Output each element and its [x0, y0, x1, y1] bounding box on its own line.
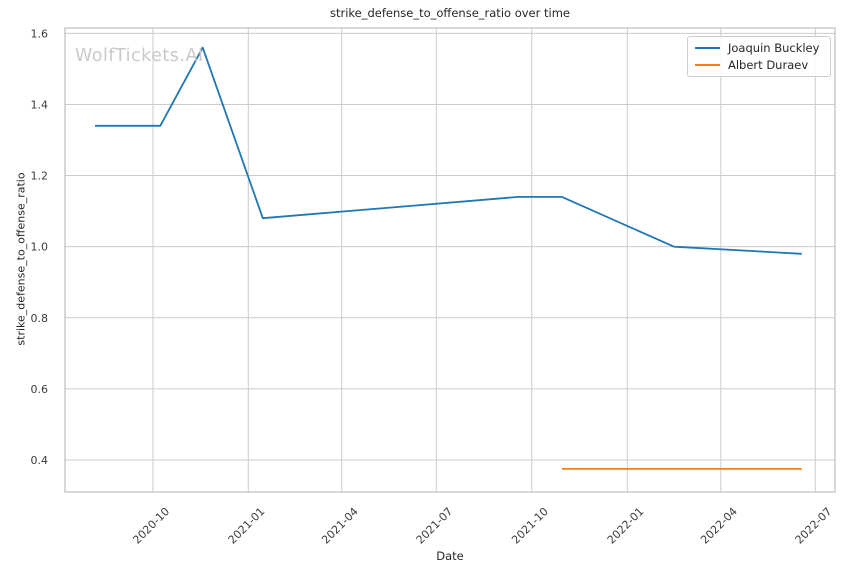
y-tick-label: 1.6 — [31, 27, 49, 40]
chart-title: strike_defense_to_offense_ratio over tim… — [330, 6, 570, 20]
watermark: WolfTickets.AI — [75, 46, 204, 66]
x-tick-label: 2022-07 — [793, 505, 835, 547]
plot-border — [64, 27, 836, 493]
legend-line-swatch-orange — [695, 63, 720, 66]
legend-line-swatch-blue — [695, 47, 720, 50]
legend: Joaquin Buckley Albert Duraev — [687, 36, 831, 77]
legend-entry-albert-duraev: Albert Duraev — [695, 57, 823, 74]
legend-entry-joaquin-buckley: Joaquin Buckley — [695, 40, 823, 57]
y-axis-label: strike_defense_to_offense_ratio — [14, 172, 28, 346]
y-tick-label: 1.2 — [31, 170, 49, 183]
x-tick-label: 2021-10 — [509, 505, 551, 547]
y-tick-label: 1.0 — [31, 241, 49, 254]
y-tick-label: 0.6 — [31, 383, 49, 396]
y-tick-label: 0.8 — [31, 312, 49, 325]
series-line-joaquin-buckley — [95, 46, 802, 255]
x-tick-label: 2021-04 — [319, 505, 361, 547]
x-tick-label: 2021-01 — [226, 505, 268, 547]
x-tick-label: 2022-01 — [605, 505, 647, 547]
x-axis-label: Date — [436, 549, 464, 563]
x-tick-label: 2021-07 — [414, 505, 456, 547]
y-tick-label: 1.4 — [31, 98, 49, 111]
x-tick-label: 2020-10 — [130, 505, 172, 547]
legend-label: Albert Duraev — [728, 57, 809, 72]
y-tick-label: 0.4 — [31, 454, 49, 467]
x-tick-label: 2022-04 — [698, 505, 740, 547]
legend-label: Joaquin Buckley — [728, 41, 820, 56]
